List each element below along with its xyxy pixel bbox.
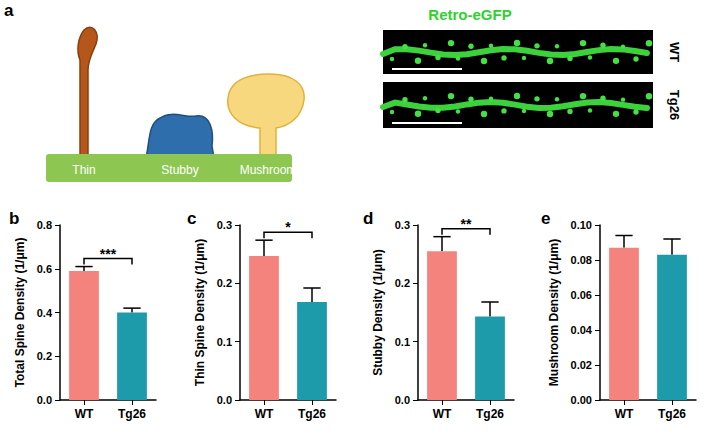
svg-text:WT: WT bbox=[255, 407, 274, 421]
svg-text:d: d bbox=[363, 209, 373, 228]
svg-text:a: a bbox=[4, 1, 14, 20]
svg-text:Tg26: Tg26 bbox=[298, 407, 326, 421]
svg-text:0.3: 0.3 bbox=[217, 219, 232, 231]
svg-text:WT: WT bbox=[75, 407, 94, 421]
svg-text:0.4: 0.4 bbox=[37, 307, 53, 319]
svg-text:0.04: 0.04 bbox=[571, 324, 593, 336]
svg-text:0.06: 0.06 bbox=[571, 289, 592, 301]
svg-text:*: * bbox=[285, 219, 291, 235]
svg-text:Mushroom: Mushroom bbox=[240, 163, 297, 177]
svg-text:WT: WT bbox=[667, 42, 682, 62]
svg-text:0.2: 0.2 bbox=[395, 277, 410, 289]
svg-text:0.02: 0.02 bbox=[571, 359, 592, 371]
svg-text:Total Spine Density (1/μm): Total Spine Density (1/μm) bbox=[13, 238, 27, 388]
svg-text:0.1: 0.1 bbox=[395, 336, 410, 348]
svg-text:0.2: 0.2 bbox=[37, 350, 52, 362]
svg-text:c: c bbox=[187, 209, 196, 228]
svg-text:Tg26: Tg26 bbox=[476, 407, 504, 421]
svg-text:WT: WT bbox=[433, 407, 452, 421]
svg-text:Thin: Thin bbox=[72, 163, 95, 177]
svg-text:Tg26: Tg26 bbox=[118, 407, 146, 421]
svg-text:0.0: 0.0 bbox=[37, 394, 52, 406]
svg-text:0.08: 0.08 bbox=[571, 254, 592, 266]
svg-text:0.3: 0.3 bbox=[395, 219, 410, 231]
svg-text:Tg26: Tg26 bbox=[658, 407, 686, 421]
svg-text:0.10: 0.10 bbox=[571, 219, 592, 231]
svg-text:b: b bbox=[9, 209, 19, 228]
svg-text:0.00: 0.00 bbox=[571, 394, 592, 406]
svg-text:0.8: 0.8 bbox=[37, 219, 52, 231]
svg-text:0.6: 0.6 bbox=[37, 263, 52, 275]
svg-text:Tg26: Tg26 bbox=[667, 90, 682, 120]
svg-text:Stubby Density (1/μm): Stubby Density (1/μm) bbox=[371, 249, 385, 376]
svg-text:0.2: 0.2 bbox=[217, 277, 232, 289]
svg-text:e: e bbox=[541, 209, 550, 228]
svg-text:Thin Spine Density (1/μm): Thin Spine Density (1/μm) bbox=[193, 239, 207, 386]
svg-text:Mushroom Density (1/μm): Mushroom Density (1/μm) bbox=[547, 239, 561, 386]
svg-text:***: *** bbox=[100, 246, 117, 262]
svg-text:WT: WT bbox=[615, 407, 634, 421]
svg-text:Retro-eGFP: Retro-eGFP bbox=[428, 6, 511, 23]
svg-text:Stubby: Stubby bbox=[161, 163, 198, 177]
svg-text:0.0: 0.0 bbox=[395, 394, 410, 406]
svg-text:0.0: 0.0 bbox=[217, 394, 232, 406]
svg-text:**: ** bbox=[461, 216, 472, 232]
svg-text:0.1: 0.1 bbox=[217, 336, 232, 348]
